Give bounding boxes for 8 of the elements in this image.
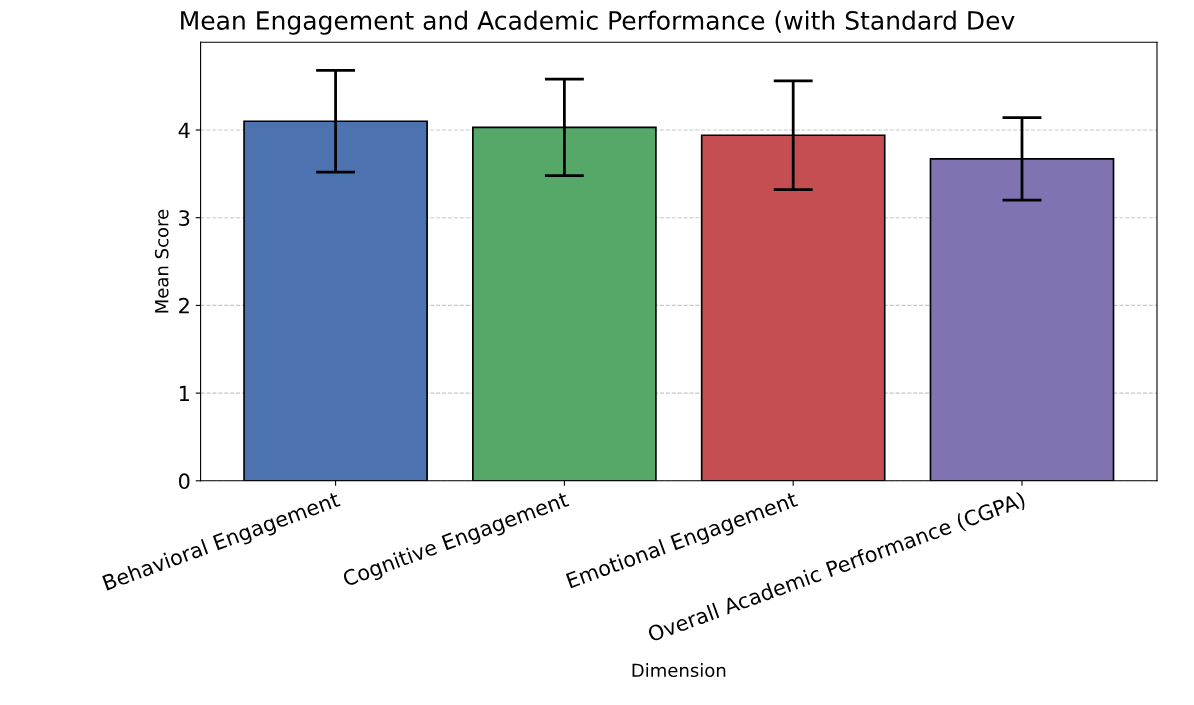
y-tick-label: 2 — [179, 297, 189, 314]
y-tick-label: 4 — [178, 122, 190, 138]
y-tick-label: 1 — [179, 385, 189, 402]
x-axis-title: Dimension — [632, 663, 726, 678]
y-axis-title: Mean Score — [154, 209, 169, 313]
y-tick-label: 0 — [178, 473, 190, 490]
y-tick-label: 3 — [179, 210, 190, 226]
chart-title: Mean Engagement and Academic Performance (with Standard Dev — [181, 10, 1015, 35]
